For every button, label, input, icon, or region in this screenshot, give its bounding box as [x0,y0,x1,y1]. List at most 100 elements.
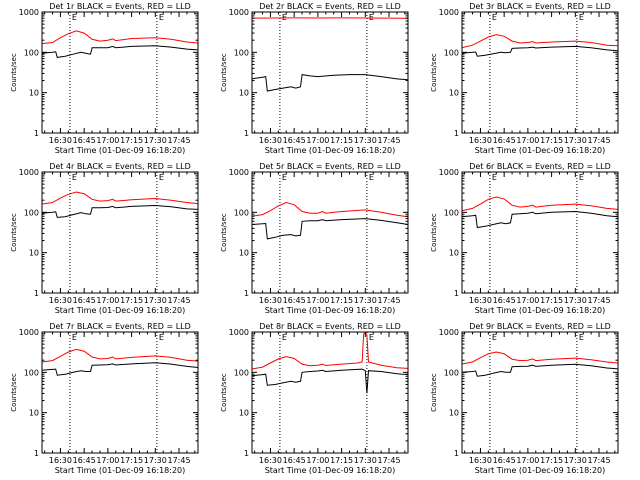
panel-title: Det 5r BLACK = Events, RED = LLD [259,162,401,171]
lld-series-line [41,30,199,45]
x-tick-label: 17:30 [564,456,587,465]
x-tick-label: 17:30 [144,296,167,305]
panel-title: Det 9r BLACK = Events, RED = LLD [469,322,611,331]
panel-title: Det 6r BLACK = Events, RED = LLD [469,162,611,171]
x-tick-label: 17:45 [377,136,400,145]
y-tick-label: 1 [244,449,249,458]
y-tick-label: 1 [454,289,459,298]
x-tick-label: 16:45 [283,456,306,465]
y-tick-label: 100 [444,368,459,377]
y-tick-label: 100 [234,208,249,217]
plot-frame [461,331,619,454]
x-tick-label: 16:30 [259,296,282,305]
y-tick-label: 10 [29,89,39,98]
x-tick-label: 17:45 [377,296,400,305]
y-axis-label: Counts/sec [10,213,18,252]
lld-series-line [41,191,199,205]
x-tick-label: 17:30 [144,136,167,145]
x-tick-label: 16:45 [73,456,96,465]
detector-panel: Det 7r BLACK = Events, RED = LLD E E 1 10 100… [10,322,199,475]
marker-label: E [282,333,287,342]
detector-panel: Det 4r BLACK = Events, RED = LLD E E 1 10 100… [10,162,199,315]
y-tick-label: 1000 [229,328,249,337]
lld-series-line [251,201,409,218]
x-tick-label: 16:30 [49,456,72,465]
y-tick-label: 100 [444,48,459,57]
x-axis-label: Start Time (01-Dec-09 16:18:20) [475,146,606,155]
x-tick-label: 17:15 [330,296,353,305]
detector-panel: Det 1r BLACK = Events, RED = LLD E E 1 10 100… [10,2,199,155]
x-axis-label: Start Time (01-Dec-09 16:18:20) [265,306,396,315]
detector-panel: Det 5r BLACK = Events, RED = LLD E E 1 10 100… [220,162,409,315]
x-tick-label: 17:15 [540,296,563,305]
events-series-line [41,204,199,218]
y-tick-label: 1 [244,129,249,138]
x-tick-label: 17:00 [516,296,539,305]
marker-label: E [72,173,77,182]
events-series-line [251,368,409,394]
marker-label: E [369,13,374,22]
panel-title: Det 3r BLACK = Events, RED = LLD [469,2,611,11]
y-axis-label: Counts/sec [220,213,228,252]
x-tick-label: 17:15 [120,296,143,305]
y-axis-label: Counts/sec [10,373,18,412]
y-tick-label: 10 [29,249,39,258]
x-tick-label: 16:30 [259,456,282,465]
x-tick-label: 17:00 [96,136,119,145]
y-tick-label: 1 [34,129,39,138]
panel-title: Det 1r BLACK = Events, RED = LLD [49,2,191,11]
x-tick-label: 17:00 [516,456,539,465]
x-tick-label: 16:30 [469,456,492,465]
x-tick-label: 17:00 [516,136,539,145]
y-tick-label: 10 [449,249,459,258]
y-tick-label: 10 [239,249,249,258]
y-axis-label: Counts/sec [220,53,228,92]
x-axis-label: Start Time (01-Dec-09 16:18:20) [475,466,606,475]
x-tick-label: 17:00 [96,296,119,305]
x-tick-label: 17:00 [306,136,329,145]
marker-label: E [579,333,584,342]
x-tick-label: 17:30 [564,136,587,145]
events-series-line [461,45,619,57]
marker-label: E [492,13,497,22]
detector-panel: Det 3r BLACK = Events, RED = LLD E E 1 10 100… [430,2,619,155]
x-tick-label: 16:30 [49,136,72,145]
y-tick-label: 1000 [229,8,249,17]
events-series-line [251,74,409,92]
plot-frame [251,11,409,134]
x-tick-label: 17:15 [540,456,563,465]
panel-title: Det 2r BLACK = Events, RED = LLD [259,2,401,11]
plot-frame [41,331,199,454]
x-tick-label: 16:30 [469,296,492,305]
lld-series-line [251,332,409,370]
y-tick-label: 1 [34,289,39,298]
y-tick-label: 100 [24,48,39,57]
x-axis-label: Start Time (01-Dec-09 16:18:20) [265,146,396,155]
y-tick-label: 1000 [439,8,459,17]
x-axis-label: Start Time (01-Dec-09 16:18:20) [55,146,186,155]
x-tick-label: 17:45 [167,296,190,305]
x-tick-label: 17:45 [587,296,610,305]
panel-title: Det 8r BLACK = Events, RED = LLD [259,322,401,331]
marker-label: E [492,173,497,182]
y-tick-label: 1000 [439,328,459,337]
plot-frame [251,171,409,294]
x-axis-label: Start Time (01-Dec-09 16:18:20) [55,306,186,315]
x-tick-label: 17:15 [120,456,143,465]
x-tick-label: 16:30 [259,136,282,145]
marker-label: E [579,173,584,182]
x-tick-label: 17:00 [96,456,119,465]
y-tick-label: 100 [24,208,39,217]
detector-panel: Det 8r BLACK = Events, RED = LLD E E 1 10 100… [220,322,409,475]
x-tick-label: 17:15 [120,136,143,145]
y-tick-label: 10 [449,409,459,418]
lld-series-line [461,351,619,365]
lld-series-line [461,34,619,49]
x-tick-label: 17:30 [354,456,377,465]
plot-frame [251,331,409,454]
marker-label: E [72,13,77,22]
y-tick-label: 1000 [19,328,39,337]
x-tick-label: 16:45 [283,136,306,145]
